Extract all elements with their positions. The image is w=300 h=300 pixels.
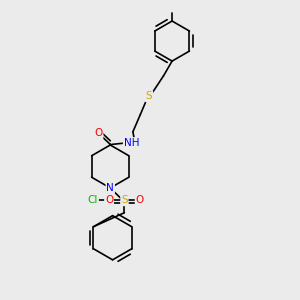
- Text: O: O: [136, 195, 144, 205]
- Text: S: S: [146, 92, 152, 101]
- Text: O: O: [94, 128, 103, 138]
- Text: O: O: [105, 195, 113, 205]
- Text: N: N: [106, 183, 114, 193]
- Text: S: S: [121, 195, 128, 205]
- Text: NH: NH: [124, 138, 139, 148]
- Text: Cl: Cl: [88, 195, 98, 205]
